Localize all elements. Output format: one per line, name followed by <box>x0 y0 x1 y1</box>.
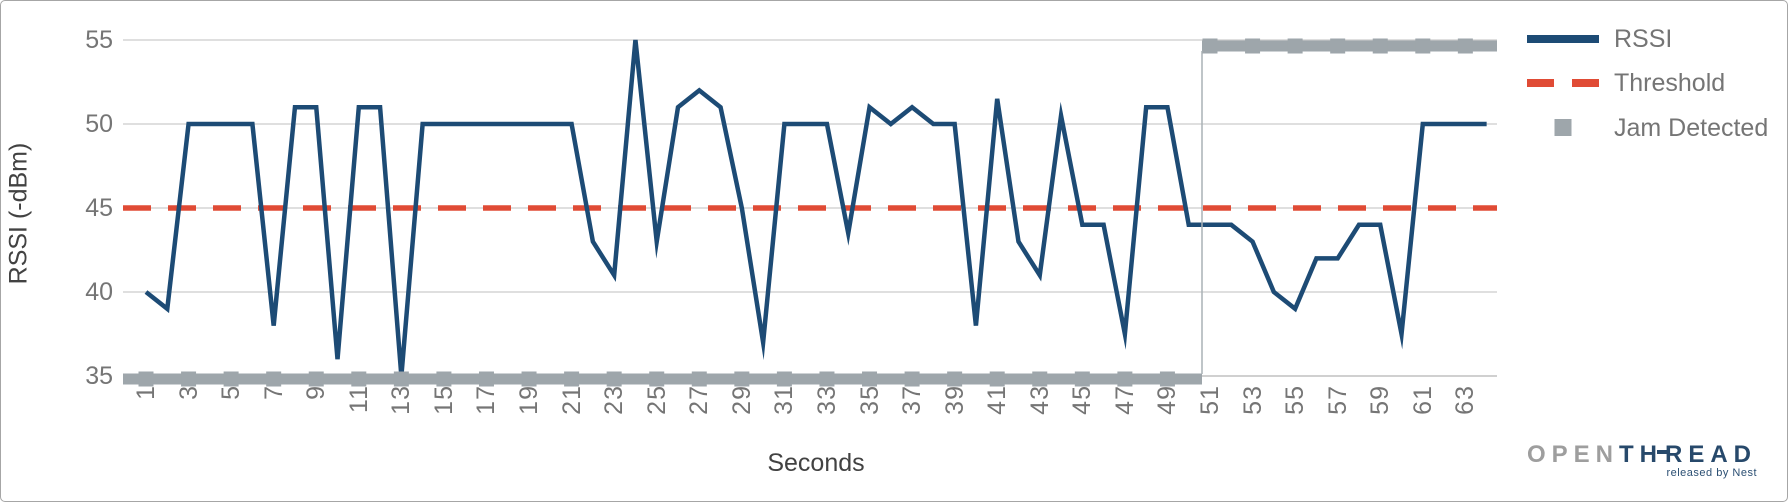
x-axis-title: Seconds <box>767 449 865 477</box>
jam-marker-square <box>1372 38 1388 54</box>
x-tick-label-27: 27 <box>685 385 714 415</box>
x-tick-label-11: 11 <box>344 385 373 413</box>
x-tick-label-53: 53 <box>1238 385 1267 415</box>
jam-marker-square <box>691 371 707 387</box>
jam-marker-square <box>1457 38 1473 54</box>
logo-ligature-bar <box>1656 450 1670 454</box>
jam-marker-square <box>649 371 665 387</box>
jam-marker-square <box>947 371 963 387</box>
x-tick-label-45: 45 <box>1068 385 1097 415</box>
jam-marker-square <box>776 371 792 387</box>
x-tick-label-13: 13 <box>387 385 416 415</box>
y-tick-label-35: 35 <box>85 362 113 390</box>
jam-marker-square <box>1159 371 1175 387</box>
x-tick-label-51: 51 <box>1196 385 1224 415</box>
y-tick-label-50: 50 <box>85 110 113 138</box>
jam-marker-square <box>478 371 494 387</box>
y-axis-title: RSSI (-dBm) <box>4 142 33 285</box>
legend-label-jam-detected: Jam Detected <box>1614 113 1769 142</box>
x-tick-label-23: 23 <box>600 385 629 415</box>
jam-marker-square <box>266 371 282 387</box>
legend-label-rssi: RSSI <box>1614 24 1673 53</box>
x-tick-label-35: 35 <box>855 385 884 415</box>
legend-label-threshold: Threshold <box>1614 68 1726 97</box>
logo-open-text: OPEN <box>1526 441 1619 468</box>
x-tick-label-61: 61 <box>1408 385 1437 415</box>
x-tick-label-9: 9 <box>302 385 331 400</box>
x-tick-label-17: 17 <box>472 385 501 415</box>
jam-marker-square <box>393 371 409 387</box>
jam-marker-square <box>351 371 367 387</box>
rssi-line <box>144 39 1487 377</box>
jam-marker-square <box>904 371 920 387</box>
x-tick-label-29: 29 <box>727 385 756 415</box>
x-tick-label-55: 55 <box>1281 385 1310 415</box>
jam-marker-square <box>1330 38 1346 54</box>
x-tick-label-49: 49 <box>1153 385 1182 415</box>
logo-read-text: READ <box>1664 441 1757 468</box>
jam-marker-square <box>606 371 622 387</box>
jam-marker-square <box>1287 38 1303 54</box>
jam-marker-square <box>181 371 197 387</box>
jam-marker-square <box>989 371 1005 387</box>
x-tick-label-63: 63 <box>1451 385 1480 415</box>
x-tick-label-43: 43 <box>1025 385 1054 415</box>
jam-marker-square <box>1202 38 1218 54</box>
x-tick-label-15: 15 <box>429 385 458 415</box>
x-tick-label-5: 5 <box>217 385 246 400</box>
jam-marker-square <box>223 371 239 387</box>
logo-th-text: TH <box>1618 441 1663 468</box>
jam-marker-square <box>1245 38 1261 54</box>
x-tick-label-59: 59 <box>1366 385 1395 415</box>
dash-segment <box>1572 79 1599 87</box>
jam-marker-square <box>138 371 154 387</box>
jam-marker-square <box>819 371 835 387</box>
y-tick-label-55: 55 <box>85 26 113 54</box>
y-tick-label-40: 40 <box>85 278 113 306</box>
dash-segment <box>1527 79 1554 87</box>
x-tick-label-3: 3 <box>174 385 203 400</box>
y-tick-label-45: 45 <box>85 194 113 222</box>
logo-tagline: released by Nest <box>1666 467 1757 479</box>
x-tick-label-31: 31 <box>770 385 799 415</box>
x-tick-label-7: 7 <box>259 385 288 400</box>
openthread-logo: OPENTHREAD released by Nest <box>1527 441 1757 479</box>
threshold-dash-swatch-icon <box>1527 79 1599 87</box>
jam-marker-square <box>734 371 750 387</box>
jam-marker-square <box>564 371 580 387</box>
x-tick-label-37: 37 <box>898 385 927 415</box>
jam-square-swatch-icon <box>1554 119 1572 136</box>
jam-marker-square <box>1415 38 1431 54</box>
x-tick-label-21: 21 <box>557 385 586 415</box>
jam-marker-square <box>521 371 537 387</box>
rssi-line-swatch-icon <box>1527 35 1599 43</box>
jam-marker-square <box>1074 371 1090 387</box>
jam-marker-square <box>308 371 324 387</box>
x-tick-label-33: 33 <box>812 385 841 415</box>
x-tick-label-41: 41 <box>983 385 1012 415</box>
x-tick-label-47: 47 <box>1110 385 1139 415</box>
x-tick-label-39: 39 <box>940 385 969 415</box>
jam-marker-square <box>862 371 878 387</box>
x-tick-label-19: 19 <box>515 385 544 415</box>
jam-marker-square <box>1117 371 1133 387</box>
jam-marker-square <box>436 371 452 387</box>
jam-marker-square <box>1032 371 1048 387</box>
x-tick-label-25: 25 <box>642 385 671 415</box>
x-tick-label-57: 57 <box>1323 385 1352 415</box>
x-tick-label-1: 1 <box>132 385 160 400</box>
